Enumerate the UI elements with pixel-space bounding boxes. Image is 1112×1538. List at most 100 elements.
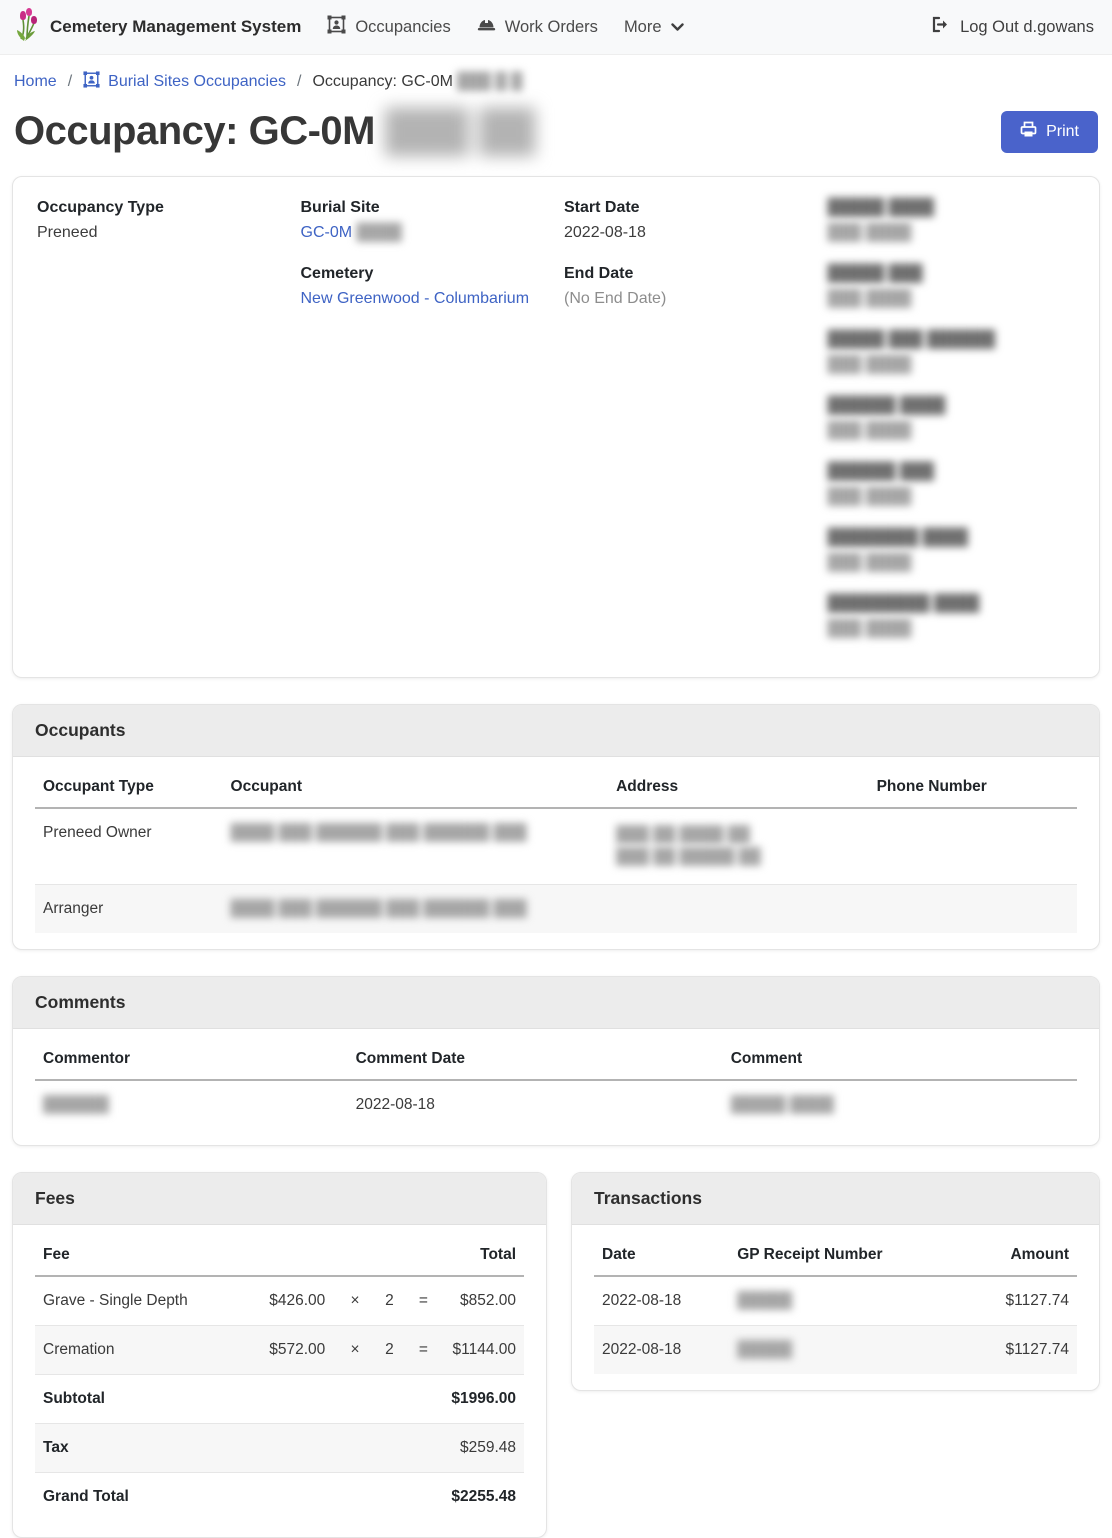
occupant-name-redacted: ████ ███ ██████ ███ ██████ ███ (230, 824, 527, 841)
nav-item-work-orders[interactable]: Work Orders (477, 17, 598, 37)
occupancy-type-label: Occupancy Type (37, 199, 164, 216)
comments-col-comment: Comment (722, 1036, 1077, 1081)
burial-site-link[interactable]: GC-0M (301, 224, 353, 241)
transactions-card-title: Transactions (572, 1172, 1099, 1225)
comments-col-commentor: Commentor (35, 1036, 348, 1081)
transactions-col-date: Date (594, 1232, 730, 1277)
breadcrumb-separator: / (67, 73, 73, 90)
occupancy-type-value: Preneed (37, 224, 98, 241)
comments-col-date: Comment Date (347, 1036, 723, 1081)
fee-qty-cell: 2 (367, 1325, 402, 1375)
fee-price-cell: $572.00 (255, 1325, 334, 1375)
receipt-redacted: █████ (737, 1340, 793, 1358)
field-redacted: █████ ███ ██████ ███ ████ (827, 331, 996, 373)
table-row: 2022-08-18 █████ $1127.74 (594, 1275, 1077, 1326)
occupants-col-type: Occupant Type (35, 765, 223, 809)
end-date-value: (No End Date) (564, 290, 667, 307)
bottom-row: Fees Fee Total Grave - Single Depth $426… (12, 1171, 1100, 1538)
subtotal-label: Subtotal (35, 1374, 256, 1424)
page-header: Occupancy: GC-0M ███ ██ Print (0, 99, 1112, 176)
print-button[interactable]: Print (1001, 110, 1098, 153)
occupancy-frame-icon (327, 15, 346, 39)
navbar: Cemetery Management System Occupancies W… (0, 0, 1112, 55)
fee-total-cell: $1144.00 (435, 1325, 524, 1375)
tulip-logo-icon (14, 7, 40, 47)
burial-site-link-text: GC-0M (300, 224, 353, 241)
grand-total-label: Grand Total (43, 1487, 129, 1505)
occupant-type-cell: Arranger (43, 899, 104, 917)
grand-total-value: $2255.48 (451, 1487, 516, 1505)
print-button-label: Print (1046, 122, 1079, 140)
table-row: Arranger ████ ███ ██████ ███ ██████ ███ (35, 884, 1077, 933)
occupants-col-address: Address (608, 765, 869, 809)
logout-label: Log Out d.gowans (960, 17, 1094, 36)
comment-date-cell: 2022-08-18 (355, 1095, 435, 1113)
nav-item-more[interactable]: More (624, 18, 684, 37)
table-row: Grave - Single Depth $426.00 × 2 = $852.… (35, 1275, 524, 1326)
breadcrumb-current-redacted: ███ █ █ (456, 73, 523, 90)
details-column-1: Occupancy Type Preneed (37, 199, 285, 661)
transactions-table: Date GP Receipt Number Amount 2022-08-18… (594, 1232, 1077, 1374)
details-column-2: Burial Site GC-0M ████ Cemetery New Gree… (301, 199, 549, 661)
field-cemetery: Cemetery New Greenwood - Columbarium (301, 265, 549, 308)
fees-table: Fee Total Grave - Single Depth $426.00 ×… (35, 1232, 524, 1521)
breadcrumb-occupancies-label: Burial Sites Occupancies (108, 73, 286, 90)
transaction-date-cell: 2022-08-18 (594, 1275, 730, 1326)
details-column-4-redacted: █████ ████ ███ ████ █████ ███ ███ ████ █… (828, 199, 1076, 661)
occupant-name-redacted: ████ ███ ██████ ███ ██████ ███ (230, 899, 527, 917)
breadcrumb: Home / Burial Sites Occupancies / Occupa… (0, 55, 1112, 99)
tax-label: Tax (35, 1423, 256, 1473)
field-redacted: ██████ ███ ███ ████ (827, 463, 934, 505)
end-date-label: End Date (564, 265, 634, 282)
tax-value: $259.48 (435, 1423, 524, 1473)
comments-table: Commentor Comment Date Comment ██████ 20… (35, 1036, 1077, 1129)
breadcrumb-home-link[interactable]: Home (14, 73, 57, 90)
transactions-card: Transactions Date GP Receipt Number Amou… (571, 1171, 1100, 1391)
breadcrumb-separator: / (297, 73, 302, 90)
fee-times-cell: × (333, 1325, 368, 1375)
comment-redacted: █████ ████ (730, 1095, 834, 1113)
logout-button[interactable]: Log Out d.gowans (931, 16, 1094, 38)
fee-eq-cell: = (401, 1325, 436, 1375)
page-title: Occupancy: GC-0M ███ ██ (14, 109, 535, 154)
start-date-value: 2022-08-18 (564, 224, 646, 241)
cemetery-label: Cemetery (300, 265, 374, 282)
burial-site-redacted: ████ (356, 224, 402, 241)
transaction-date-cell: 2022-08-18 (602, 1340, 682, 1358)
occupant-address-cell: ███ ██ ████ ██ ███ ██ █████ ██ (608, 808, 869, 885)
breadcrumb-current: Occupancy: GC-0M ███ █ █ (312, 73, 522, 91)
occupants-col-occupant: Occupant (222, 765, 609, 809)
nav-occupancies-label: Occupancies (355, 17, 451, 36)
fees-col-fee: Fee (35, 1232, 256, 1277)
field-start-date: Start Date 2022-08-18 (564, 199, 812, 242)
occupancy-frame-icon-blue (83, 71, 100, 93)
cemetery-link[interactable]: New Greenwood - Columbarium (300, 290, 530, 307)
comments-card-title: Comments (13, 976, 1099, 1029)
occupancy-details-card: Occupancy Type Preneed Burial Site GC-0M… (12, 176, 1100, 678)
burial-site-label: Burial Site (300, 199, 380, 216)
start-date-label: Start Date (564, 199, 640, 216)
page-title-redacted: ███ ██ (384, 109, 535, 153)
occupants-col-phone: Phone Number (868, 765, 1077, 809)
occupants-card-title: Occupants (13, 705, 1099, 757)
breadcrumb-occupancies-link[interactable]: Burial Sites Occupancies (83, 71, 286, 93)
transactions-col-receipt: GP Receipt Number (729, 1232, 947, 1277)
hard-hat-icon (477, 17, 496, 37)
app-title: Cemetery Management System (50, 17, 302, 36)
printer-icon (1020, 121, 1037, 143)
breadcrumb-current-text: Occupancy: GC-0M (312, 73, 453, 90)
commentor-redacted: ██████ (43, 1095, 109, 1113)
nav-item-occupancies[interactable]: Occupancies (327, 15, 451, 39)
occupant-type-cell: Preneed Owner (35, 808, 223, 885)
page-title-text: Occupancy: GC-0M (14, 109, 375, 153)
fees-card-title: Fees (13, 1172, 546, 1225)
field-end-date: End Date (No End Date) (564, 265, 812, 308)
nav-more-label: More (623, 17, 662, 36)
receipt-redacted: █████ (737, 1291, 793, 1309)
table-row: ██████ 2022-08-18 █████ ████ (35, 1080, 1077, 1129)
table-row: 2022-08-18 █████ $1127.74 (594, 1325, 1077, 1374)
comments-card: Comments Commentor Comment Date Comment … (12, 975, 1100, 1146)
table-row-tax: Tax $259.48 (35, 1423, 524, 1473)
fees-card: Fees Fee Total Grave - Single Depth $426… (12, 1171, 547, 1538)
sign-out-icon (931, 16, 950, 38)
